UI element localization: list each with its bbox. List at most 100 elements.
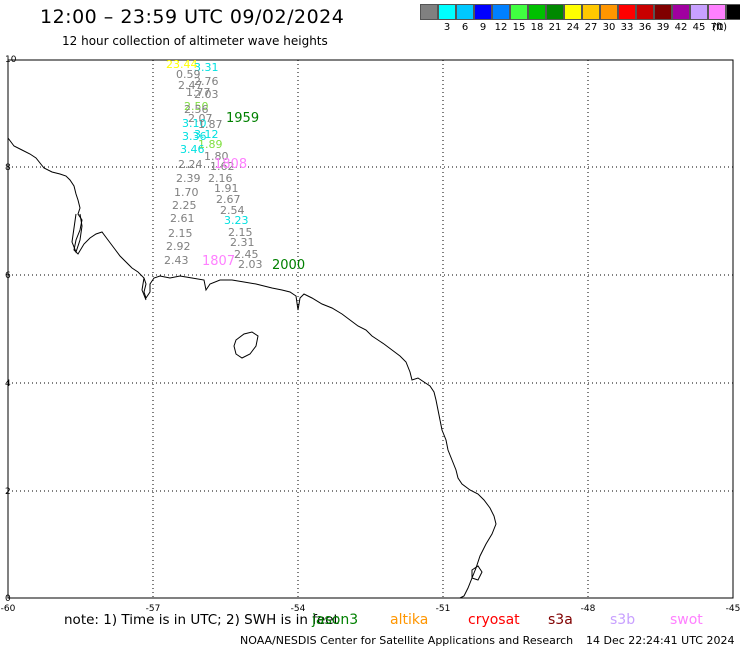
color-swatch xyxy=(600,4,618,20)
satellite-legend-item: cryosat xyxy=(468,612,520,628)
color-scale-label: 36 xyxy=(638,22,652,33)
wave-height-value: 3.46 xyxy=(180,143,205,156)
wave-height-value: 0.59 xyxy=(176,68,201,81)
color-swatch xyxy=(636,4,654,20)
satellite-legend-item: altika xyxy=(390,612,429,628)
color-scale-label: 24 xyxy=(566,22,580,33)
color-swatch xyxy=(672,4,690,20)
color-swatch xyxy=(654,4,672,20)
color-scale-labels: 3 6 9 12 15 18 21 24 27 30 33 36 39 42 45 70 xyxy=(420,22,740,33)
wave-height-value: 2.47 xyxy=(178,79,203,92)
wave-height-value: 2.03 xyxy=(194,88,219,101)
color-scale-label: 70 xyxy=(710,22,724,33)
color-swatch xyxy=(420,4,438,20)
y-tick-label: 10 xyxy=(5,55,17,65)
color-scale-label: 9 xyxy=(479,22,487,33)
satellite-legend-item: jason3 xyxy=(312,612,359,628)
wave-height-value: 3.36 xyxy=(182,130,207,143)
map-frame xyxy=(7,59,734,599)
y-tick-label: 8 xyxy=(5,163,11,173)
wave-height-value: 2.03 xyxy=(238,258,263,271)
y-tick-label: 4 xyxy=(5,379,11,389)
track-time-label: 1959 xyxy=(226,111,259,126)
wave-height-value: 1.87 xyxy=(198,118,223,131)
color-scale-label: 15 xyxy=(512,22,526,33)
wave-height-value: 2.61 xyxy=(170,212,195,225)
color-scale-label: 27 xyxy=(584,22,598,33)
color-scale-label: 3 xyxy=(443,22,451,33)
wave-height-value: 1.70 xyxy=(174,186,199,199)
satellite-legend-item: s3a xyxy=(548,612,573,628)
wave-height-value: 3.31 xyxy=(194,61,219,74)
color-swatch xyxy=(438,4,456,20)
color-scale-label: 12 xyxy=(494,22,508,33)
wave-height-value: 2.15 xyxy=(168,227,193,240)
satellite-legend-item: swot xyxy=(670,612,703,628)
color-swatch xyxy=(690,4,708,20)
generated-timestamp: 14 Dec 22:24:41 UTC 2024 xyxy=(586,634,735,647)
wave-height-value: 1.80 xyxy=(204,150,229,163)
color-swatch xyxy=(456,4,474,20)
color-scale xyxy=(420,4,740,20)
satellite-legend-item: s3b xyxy=(610,612,636,628)
color-swatch xyxy=(708,4,726,20)
wave-height-value: 2.07 xyxy=(188,112,213,125)
color-scale-label: 42 xyxy=(674,22,688,33)
color-swatch xyxy=(618,4,636,20)
y-tick-label: 2 xyxy=(5,487,11,497)
color-swatch xyxy=(726,4,740,20)
coastline-inlet xyxy=(141,277,147,301)
wave-height-value: 3.12 xyxy=(194,128,219,141)
y-tick-label: 0 xyxy=(5,594,11,604)
wave-height-value: 2.43 xyxy=(164,254,189,267)
wave-height-value: 2.31 xyxy=(230,236,255,249)
x-tick-label: -57 xyxy=(146,604,161,614)
color-swatch xyxy=(564,4,582,20)
wave-height-value: 2.92 xyxy=(166,240,191,253)
wave-height-value: 2.24 xyxy=(178,158,203,171)
y-tick-label: 6 xyxy=(5,271,11,281)
color-swatch xyxy=(528,4,546,20)
color-scale-label: 30 xyxy=(602,22,616,33)
coastline xyxy=(7,137,497,599)
lat-lon-grid xyxy=(8,60,733,598)
track-time-labels: 1959 2000 1807 1808 xyxy=(202,111,305,273)
x-tick-label: -60 xyxy=(1,604,16,614)
x-axis-ticks: -60 -57 -54 -51 -48 -45 xyxy=(1,604,740,614)
wave-height-value: 2.39 xyxy=(176,172,201,185)
wave-height-value: 2.50 xyxy=(184,100,209,113)
wave-height-value: 1.91 xyxy=(214,182,239,195)
x-tick-label: -45 xyxy=(726,604,740,614)
wave-height-value: 2.67 xyxy=(216,193,241,206)
x-tick-label: -54 xyxy=(291,604,306,614)
color-swatch xyxy=(474,4,492,20)
wave-height-labels: 23.443.310.592.762.471.772.032.502.562.0… xyxy=(164,58,263,271)
wave-height-value: 2.15 xyxy=(228,226,253,239)
footnote: note: 1) Time is in UTC; 2) SWH is in fe… xyxy=(64,612,339,628)
islet xyxy=(471,565,483,581)
color-swatch xyxy=(582,4,600,20)
color-scale-label: 18 xyxy=(530,22,544,33)
track-time-label: 1807 xyxy=(202,254,235,269)
x-tick-label: -48 xyxy=(581,604,596,614)
color-swatch xyxy=(546,4,564,20)
color-scale-label: 45 xyxy=(692,22,706,33)
map-title: 12:00 – 23:59 UTC 09/02/2024 xyxy=(40,6,345,28)
credit-line: NOAA/NESDIS Center for Satellite Applica… xyxy=(240,634,574,647)
x-tick-label: -51 xyxy=(436,604,451,614)
wave-height-value: 3.10 xyxy=(182,117,207,130)
wave-height-value: 2.45 xyxy=(234,248,259,261)
wave-height-value: 23.44 xyxy=(166,58,198,71)
color-scale-label: 6 xyxy=(461,22,469,33)
wave-height-value: 1.77 xyxy=(186,86,211,99)
wave-height-value: 2.56 xyxy=(184,103,209,116)
color-scale-unit: (ft) xyxy=(712,22,728,33)
river-mouth xyxy=(71,213,83,254)
map-subtitle: 12 hour collection of altimeter wave hei… xyxy=(62,34,328,48)
color-swatch xyxy=(492,4,510,20)
wave-height-value: 2.54 xyxy=(220,204,245,217)
wave-height-value: 2.16 xyxy=(208,172,233,185)
wave-height-value: 1.89 xyxy=(198,138,223,151)
wave-height-value: 2.25 xyxy=(172,199,197,212)
